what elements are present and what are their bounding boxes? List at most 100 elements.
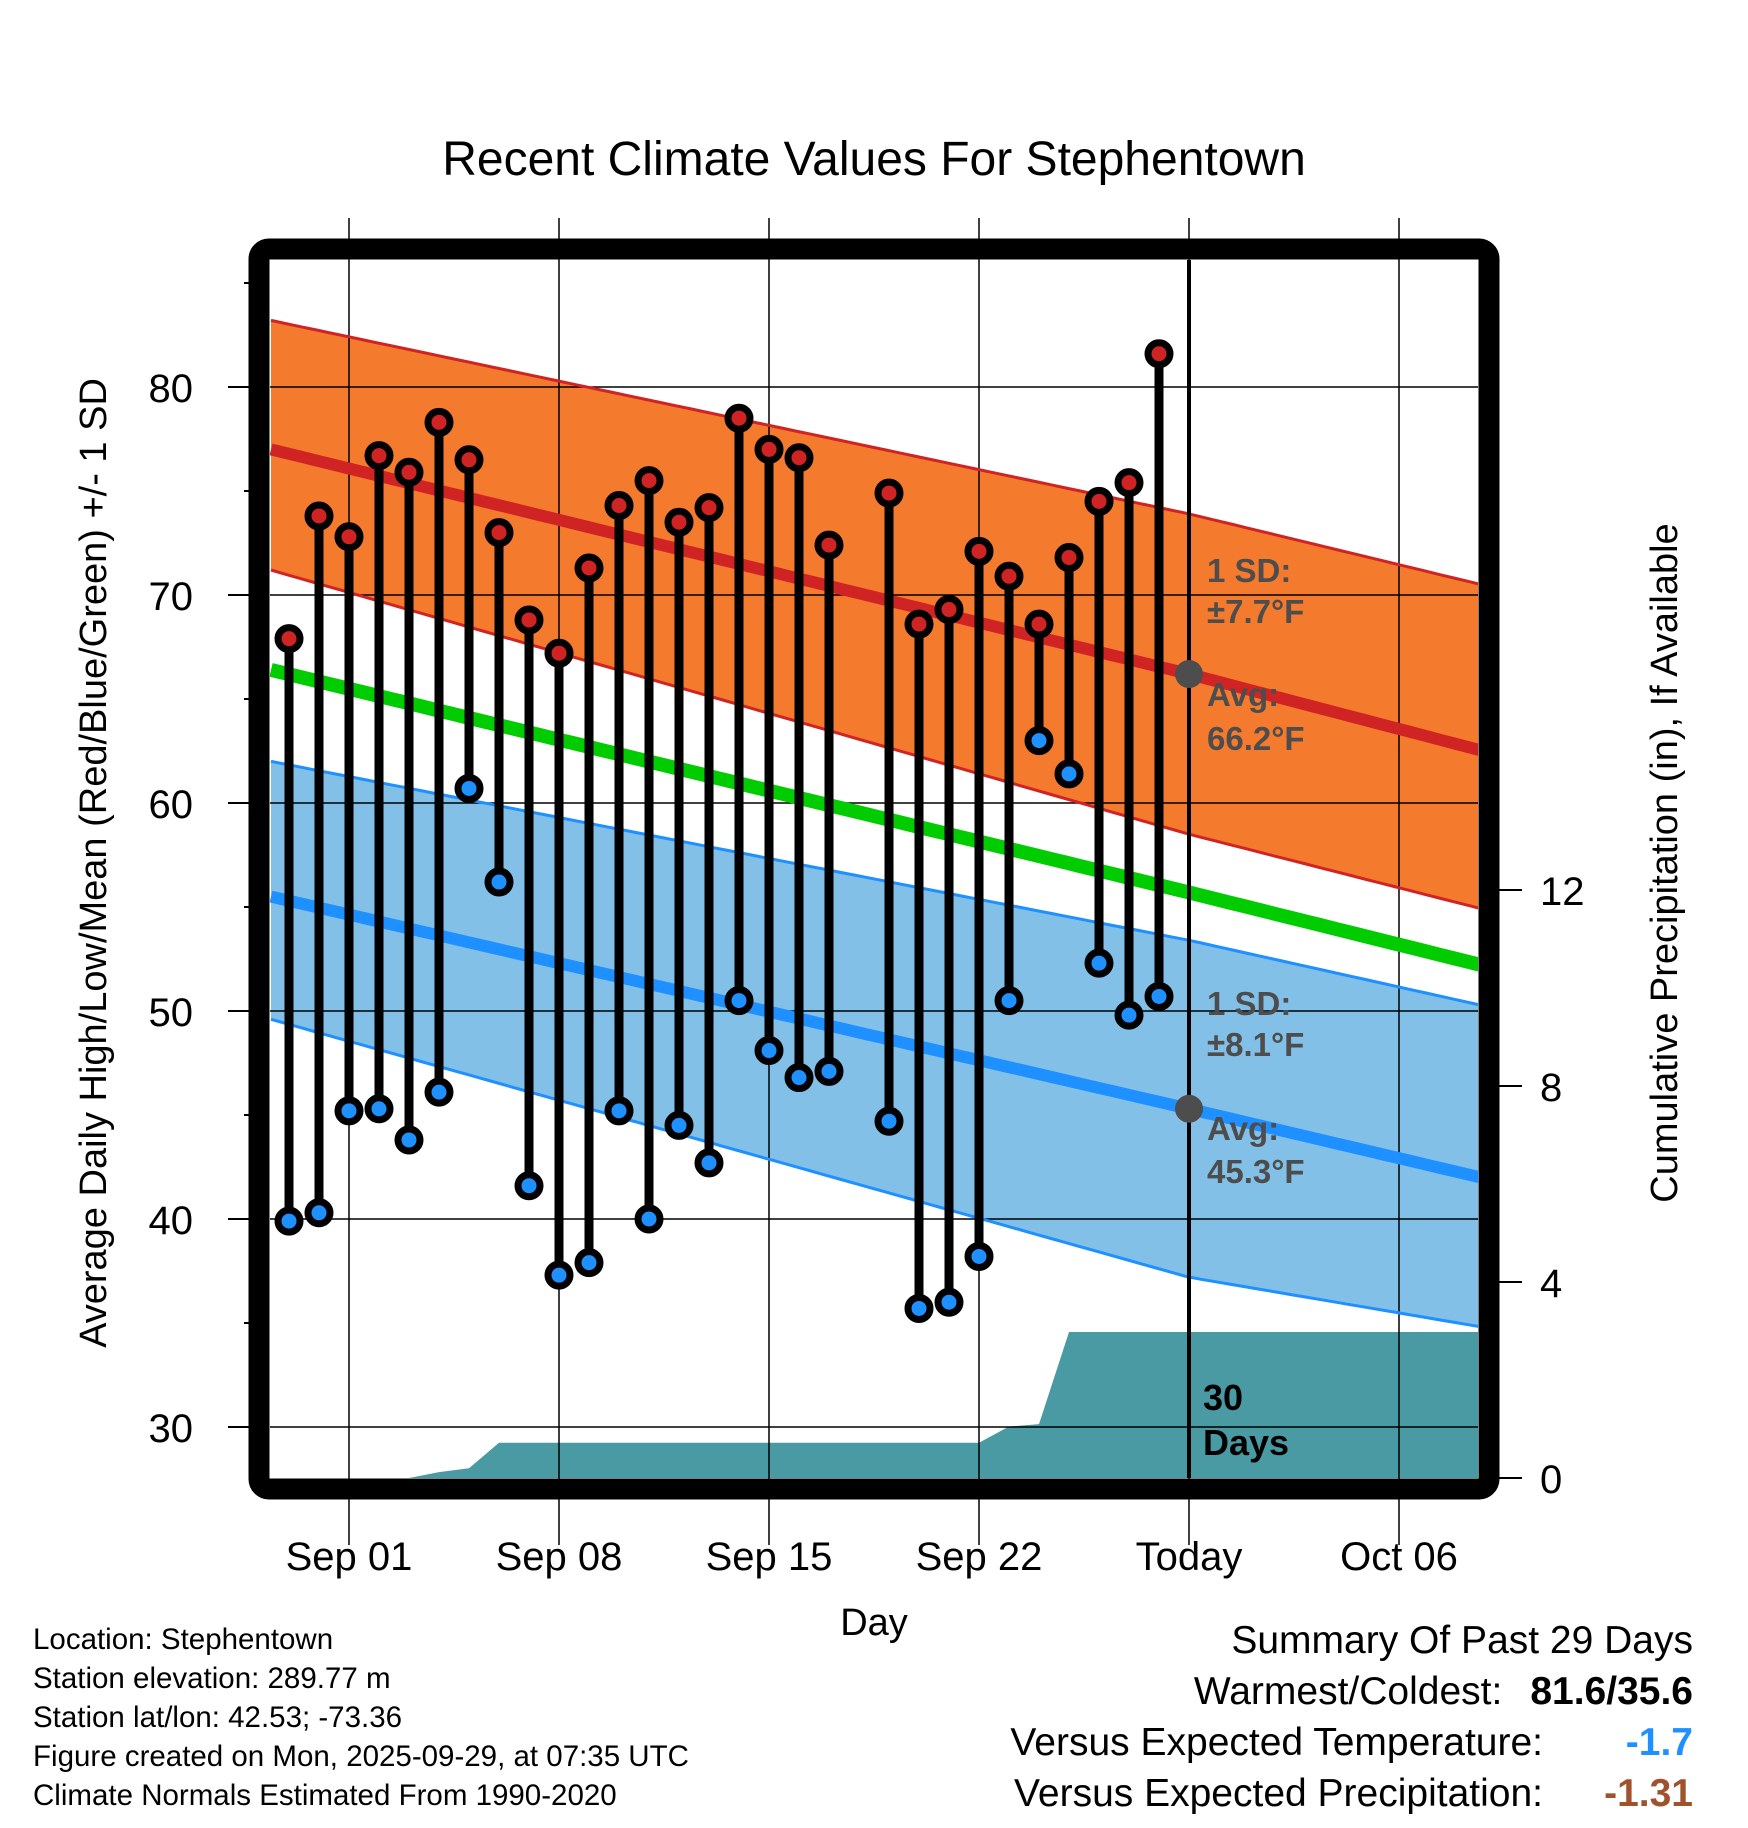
y2-axis-title: Cumulative Precipitation (in), If Availa… <box>1644 523 1686 1202</box>
low-temp-point <box>994 986 1024 1016</box>
precip-anomaly-value: -1.31 <box>1604 1772 1693 1815</box>
high-temp-point <box>574 553 604 583</box>
low-temp-point <box>604 1096 634 1126</box>
observation-sep-13 <box>694 493 724 1178</box>
observation-sep-23 <box>994 561 1024 1016</box>
y-tick-label: 50 <box>149 991 194 1035</box>
observation-sep-02 <box>364 441 394 1124</box>
high-temp-point <box>514 605 544 635</box>
high-temp-point <box>394 457 424 487</box>
observation-sep-17 <box>814 530 844 1086</box>
observation-stems <box>274 339 1174 1323</box>
observation-sep-20 <box>904 609 934 1323</box>
observation-sep-05 <box>454 445 484 803</box>
high-upper-sd-line <box>270 318 1478 586</box>
elevation-text: Station elevation: 289.77 m <box>33 1662 391 1695</box>
x-tick-label: Sep 15 <box>706 1535 833 1579</box>
observation-sep-16 <box>784 443 814 1093</box>
y2-tick-label: 12 <box>1540 870 1585 914</box>
observation-sep-25 <box>1054 543 1084 789</box>
high-temp-point <box>724 403 754 433</box>
low-sd-label: 1 SD: <box>1207 985 1291 1022</box>
high-temp-point <box>484 518 514 548</box>
low-temp-point <box>544 1260 574 1290</box>
observation-sep-09 <box>574 553 604 1278</box>
temp-anomaly-value: -1.7 <box>1625 1721 1693 1764</box>
high-temp-point <box>1084 486 1114 516</box>
low-temp-point <box>304 1198 334 1228</box>
observation-sep-03 <box>394 457 424 1155</box>
low-temp-point <box>1144 981 1174 1011</box>
observation-sep-24 <box>1024 609 1054 756</box>
y-axis-title: Average Daily High/Low/Mean (Red/Blue/Gr… <box>73 378 115 1348</box>
normals-text: Climate Normals Estimated From 1990-2020 <box>33 1779 617 1812</box>
high-sd-value: ±7.7°F <box>1207 593 1304 630</box>
low-temp-point <box>514 1171 544 1201</box>
x-tick-label: Sep 22 <box>916 1535 1043 1579</box>
low-sd-value: ±8.1°F <box>1207 1026 1304 1063</box>
low-avg-label: Avg: <box>1207 1110 1279 1147</box>
low-temp-point <box>634 1204 664 1234</box>
y-tick-label: 80 <box>149 367 194 411</box>
observation-sep-11 <box>634 466 664 1234</box>
observation-sep-26 <box>1084 486 1114 978</box>
high-avg-value: 66.2°F <box>1207 720 1305 757</box>
high-temp-point <box>334 522 364 552</box>
annotations: 1 SD: ±7.7°F Avg: 66.2°F 1 SD: ±8.1°F Av… <box>1203 552 1305 1463</box>
low-temp-point <box>934 1287 964 1317</box>
precipitation-fill <box>271 1332 1478 1478</box>
observation-sep-22 <box>964 536 994 1271</box>
low-temp-point <box>1024 726 1054 756</box>
observation-sep-04 <box>424 407 454 1107</box>
y-tick-label: 60 <box>149 783 194 827</box>
summary-title: Summary Of Past 29 Days <box>1231 1619 1693 1662</box>
high-temp-point <box>994 561 1024 591</box>
low-temp-point <box>694 1148 724 1178</box>
period-days-number: 30 <box>1203 1377 1243 1418</box>
low-temp-point <box>1084 948 1114 978</box>
normal-bands <box>271 320 1478 1327</box>
low-temp-point <box>814 1056 844 1086</box>
observation-aug-31 <box>304 501 334 1228</box>
low-temp-point <box>574 1248 604 1278</box>
low-temp-point <box>394 1125 424 1155</box>
low-temp-point <box>874 1106 904 1136</box>
x-tick-label: Today <box>1136 1535 1243 1579</box>
y-tick-label: 70 <box>149 575 194 619</box>
summary-precip: Versus Expected Precipitation: -1.31 <box>1010 1768 1693 1819</box>
today-low-avg-marker <box>1175 1094 1203 1123</box>
warmest-coldest-value: 81.6/35.6 <box>1530 1670 1693 1713</box>
high-temp-point <box>814 530 844 560</box>
high-temp-point <box>634 466 664 496</box>
high-temp-point <box>1144 339 1174 369</box>
plot-frame <box>248 238 1500 1500</box>
observation-sep-27 <box>1114 468 1144 1030</box>
y-tick-label: 30 <box>149 1407 194 1451</box>
y2-tick-label: 0 <box>1540 1458 1562 1502</box>
period-days-label: Days <box>1203 1422 1289 1463</box>
precipitation-area <box>271 1332 1478 1478</box>
precip-anomaly-label: Versus Expected Precipitation: <box>1014 1772 1543 1815</box>
high-temp-point <box>544 638 574 668</box>
high-temp-point <box>1114 468 1144 498</box>
y2-tick-label: 4 <box>1540 1262 1562 1306</box>
high-temp-point <box>1054 543 1084 573</box>
high-temp-point <box>604 491 634 521</box>
low-temp-point <box>274 1206 304 1236</box>
high-temp-point <box>424 407 454 437</box>
warmest-coldest-label: Warmest/Coldest: <box>1193 1670 1503 1713</box>
observation-sep-08 <box>544 638 574 1290</box>
high-temp-point <box>874 478 904 508</box>
low-temp-point <box>454 773 484 803</box>
low-temp-point <box>424 1077 454 1107</box>
high-temp-point <box>964 536 994 566</box>
summary-temp: Versus Expected Temperature: -1.7 <box>1010 1717 1693 1768</box>
high-temp-point <box>694 493 724 523</box>
x-axis-title: Day <box>840 1602 908 1644</box>
low-temp-point <box>364 1094 394 1124</box>
today-marker-group <box>1175 260 1203 1478</box>
observation-sep-12 <box>664 507 694 1140</box>
high-temp-point <box>664 507 694 537</box>
temp-anomaly-label: Versus Expected Temperature: <box>1010 1721 1543 1764</box>
